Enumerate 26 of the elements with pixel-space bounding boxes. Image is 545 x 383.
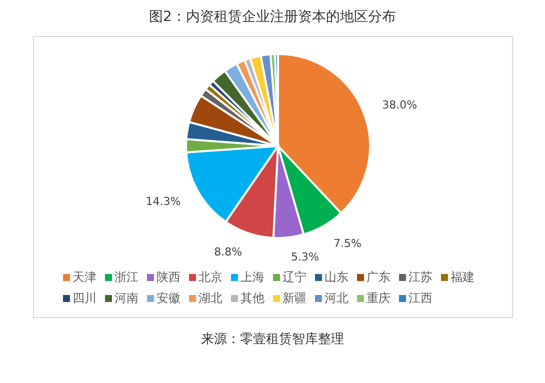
data-label: 14.3%	[145, 194, 180, 208]
legend-label: 江苏	[408, 269, 432, 286]
legend-label: 辽宁	[282, 269, 306, 286]
legend-label: 重庆	[366, 290, 390, 307]
source-note: 来源：零壹租赁智库整理	[200, 331, 345, 348]
legend-label: 湖北	[198, 290, 222, 307]
legend-label: 浙江	[114, 269, 138, 286]
legend-label: 广东	[366, 269, 390, 286]
legend-label: 新疆	[282, 290, 306, 307]
legend-label: 其他	[240, 290, 264, 307]
legend-label: 福建	[450, 269, 474, 286]
data-label: 8.8%	[214, 246, 242, 259]
legend-label: 安徽	[156, 290, 180, 307]
legend-label: 陕西	[156, 269, 180, 286]
data-label: 5.3%	[290, 250, 318, 264]
legend-label: 河南	[114, 290, 138, 307]
legend-label: 上海	[240, 269, 264, 286]
legend-label: 江西	[408, 290, 432, 307]
legend-label: 四川	[72, 290, 96, 307]
data-label: 38.0%	[382, 98, 417, 112]
legend-label: 北京	[198, 269, 222, 286]
legend-label: 山东	[324, 269, 348, 286]
legend-label: 河北	[324, 290, 348, 307]
data-label: 7.5%	[332, 236, 361, 250]
chart-title: 图2：内资租赁企业注册资本的地区分布	[148, 8, 397, 26]
legend-label: 天津	[72, 269, 96, 286]
